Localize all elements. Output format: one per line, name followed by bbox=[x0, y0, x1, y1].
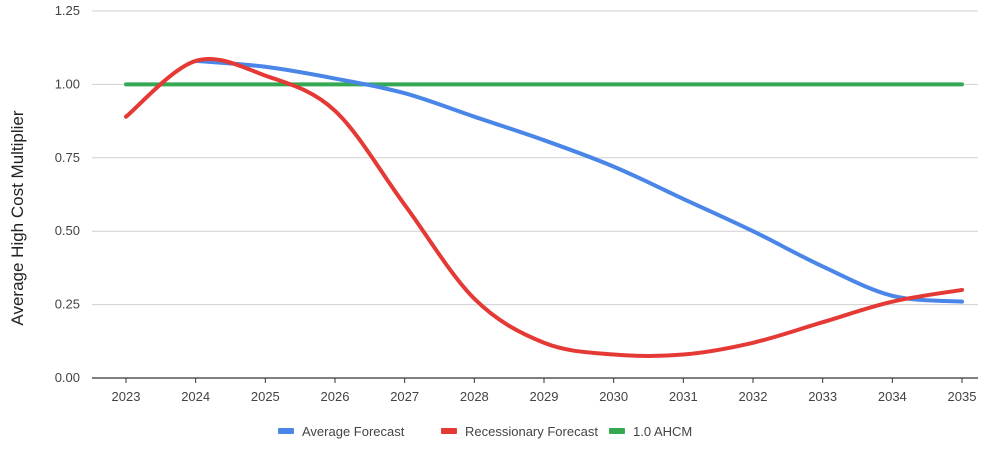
x-tick-label: 2025 bbox=[251, 389, 280, 404]
y-tick-label: 1.25 bbox=[55, 3, 80, 18]
x-tick-label: 2029 bbox=[530, 389, 559, 404]
x-tick-label: 2030 bbox=[599, 389, 628, 404]
x-tick-label: 2026 bbox=[321, 389, 350, 404]
y-tick-labels: 0.00 0.25 0.50 0.75 1.00 1.25 bbox=[55, 3, 80, 385]
legend-label-recessionary-forecast: Recessionary Forecast bbox=[465, 424, 598, 439]
axes bbox=[92, 377, 978, 383]
x-tick-label: 2024 bbox=[181, 389, 210, 404]
legend: Average Forecast Recessionary Forecast 1.0… bbox=[278, 424, 692, 439]
x-tick-label: 2032 bbox=[739, 389, 768, 404]
legend-label-1-0-ahcm: 1.0 AHCM bbox=[633, 424, 692, 439]
x-tick-label: 2034 bbox=[878, 389, 907, 404]
series-line-average-forecast bbox=[193, 58, 964, 304]
series-lines bbox=[124, 57, 964, 358]
x-tick-label: 2023 bbox=[112, 389, 141, 404]
legend-label-average-forecast: Average Forecast bbox=[302, 424, 405, 439]
series-line-recessionary-forecast bbox=[124, 57, 964, 358]
x-tick-label: 2033 bbox=[808, 389, 837, 404]
y-tick-label: 0.75 bbox=[55, 150, 80, 165]
x-tick-label: 2031 bbox=[669, 389, 698, 404]
legend-swatch-recessionary-forecast bbox=[441, 428, 457, 434]
gridlines bbox=[92, 10, 978, 306]
y-tick-label: 0.25 bbox=[55, 297, 80, 312]
legend-swatch-average-forecast bbox=[278, 428, 294, 434]
y-tick-label: 0.50 bbox=[55, 223, 80, 238]
y-tick-label: 1.00 bbox=[55, 76, 80, 91]
legend-swatch-1-0-ahcm bbox=[609, 428, 625, 434]
x-tick-label: 2027 bbox=[390, 389, 419, 404]
x-tick-label: 2028 bbox=[460, 389, 489, 404]
y-axis-title: Average High Cost Multiplier bbox=[8, 110, 27, 325]
x-tick-label: 2035 bbox=[948, 389, 977, 404]
x-tick-labels: 2023 2024 2025 2026 2027 2028 2029 2030 2031 2032… bbox=[112, 389, 977, 404]
y-tick-label: 0.00 bbox=[55, 370, 80, 385]
